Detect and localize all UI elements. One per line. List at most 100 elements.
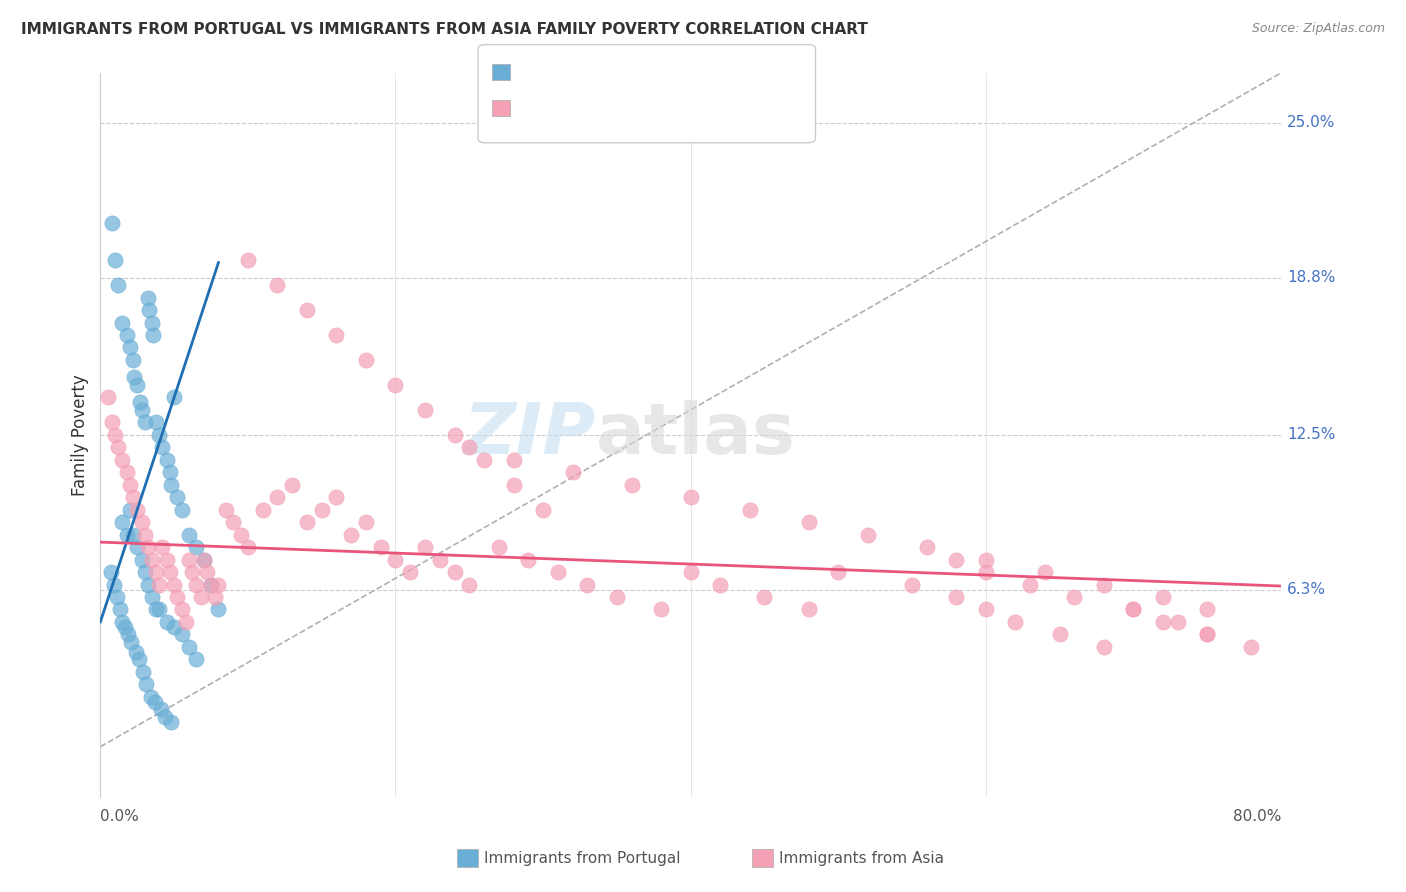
- Point: [177, 527, 200, 541]
- Point: [472, 452, 495, 467]
- Point: [215, 502, 238, 516]
- Point: [207, 602, 229, 616]
- Point: [170, 502, 193, 516]
- Text: 0.328: 0.328: [567, 64, 614, 78]
- Point: [384, 552, 406, 566]
- Point: [101, 216, 124, 230]
- Point: [105, 590, 128, 604]
- Point: [97, 390, 120, 404]
- Point: [131, 552, 153, 566]
- Text: 18.8%: 18.8%: [1286, 270, 1336, 285]
- Point: [354, 515, 377, 529]
- Point: [488, 540, 510, 554]
- Point: [340, 527, 363, 541]
- Text: R =: R =: [517, 100, 546, 114]
- Point: [156, 615, 179, 629]
- Point: [121, 490, 143, 504]
- Text: N =: N =: [633, 64, 662, 78]
- Point: [399, 565, 422, 579]
- Point: [174, 615, 197, 629]
- Point: [1152, 615, 1174, 629]
- Point: [266, 490, 288, 504]
- Point: [945, 590, 967, 604]
- Point: [1197, 602, 1219, 616]
- Point: [650, 602, 672, 616]
- Point: [325, 328, 347, 343]
- Point: [160, 714, 183, 729]
- Point: [148, 577, 170, 591]
- Point: [502, 477, 524, 491]
- Point: [141, 552, 163, 566]
- Point: [200, 577, 222, 591]
- Point: [295, 515, 318, 529]
- Point: [754, 590, 776, 604]
- Point: [166, 490, 188, 504]
- Text: atlas: atlas: [596, 401, 796, 469]
- Point: [134, 415, 156, 429]
- Point: [159, 465, 181, 479]
- Point: [679, 490, 702, 504]
- Text: 0.0%: 0.0%: [100, 809, 139, 824]
- Point: [1167, 615, 1189, 629]
- Point: [193, 552, 215, 566]
- Point: [429, 552, 451, 566]
- Point: [1197, 627, 1219, 641]
- Point: [252, 502, 274, 516]
- Point: [163, 620, 186, 634]
- Point: [974, 552, 997, 566]
- Point: [177, 552, 200, 566]
- Point: [118, 341, 141, 355]
- Point: [127, 502, 149, 516]
- Point: [121, 527, 143, 541]
- Point: [160, 477, 183, 491]
- Point: [443, 565, 465, 579]
- Point: [311, 502, 333, 516]
- Point: [159, 565, 181, 579]
- Point: [124, 370, 146, 384]
- Point: [606, 590, 628, 604]
- Point: [125, 645, 148, 659]
- Point: [1063, 590, 1085, 604]
- Text: -0.146: -0.146: [567, 100, 621, 114]
- Point: [458, 577, 481, 591]
- Point: [458, 440, 481, 454]
- Point: [236, 540, 259, 554]
- Point: [103, 577, 125, 591]
- Point: [170, 627, 193, 641]
- Point: [1122, 602, 1144, 616]
- Point: [266, 278, 288, 293]
- Point: [127, 378, 149, 392]
- Point: [325, 490, 347, 504]
- Point: [134, 527, 156, 541]
- Point: [576, 577, 599, 591]
- Point: [1122, 602, 1144, 616]
- Point: [945, 552, 967, 566]
- Point: [115, 328, 138, 343]
- Point: [797, 602, 820, 616]
- Point: [1197, 627, 1219, 641]
- Point: [117, 627, 139, 641]
- Point: [186, 577, 208, 591]
- Point: [177, 640, 200, 654]
- Point: [186, 652, 208, 666]
- Point: [204, 590, 226, 604]
- Point: [561, 465, 583, 479]
- Point: [180, 565, 202, 579]
- Point: [1004, 615, 1026, 629]
- Point: [108, 602, 131, 616]
- Point: [229, 527, 252, 541]
- Point: [207, 577, 229, 591]
- Point: [827, 565, 849, 579]
- Point: [111, 452, 134, 467]
- Point: [141, 316, 163, 330]
- Point: [1049, 627, 1071, 641]
- Point: [193, 552, 215, 566]
- Point: [413, 402, 436, 417]
- Point: [1019, 577, 1042, 591]
- Point: [1152, 590, 1174, 604]
- Point: [413, 540, 436, 554]
- Point: [132, 665, 155, 679]
- Text: 103: 103: [679, 100, 711, 114]
- Text: ZIP: ZIP: [464, 401, 596, 469]
- Point: [502, 452, 524, 467]
